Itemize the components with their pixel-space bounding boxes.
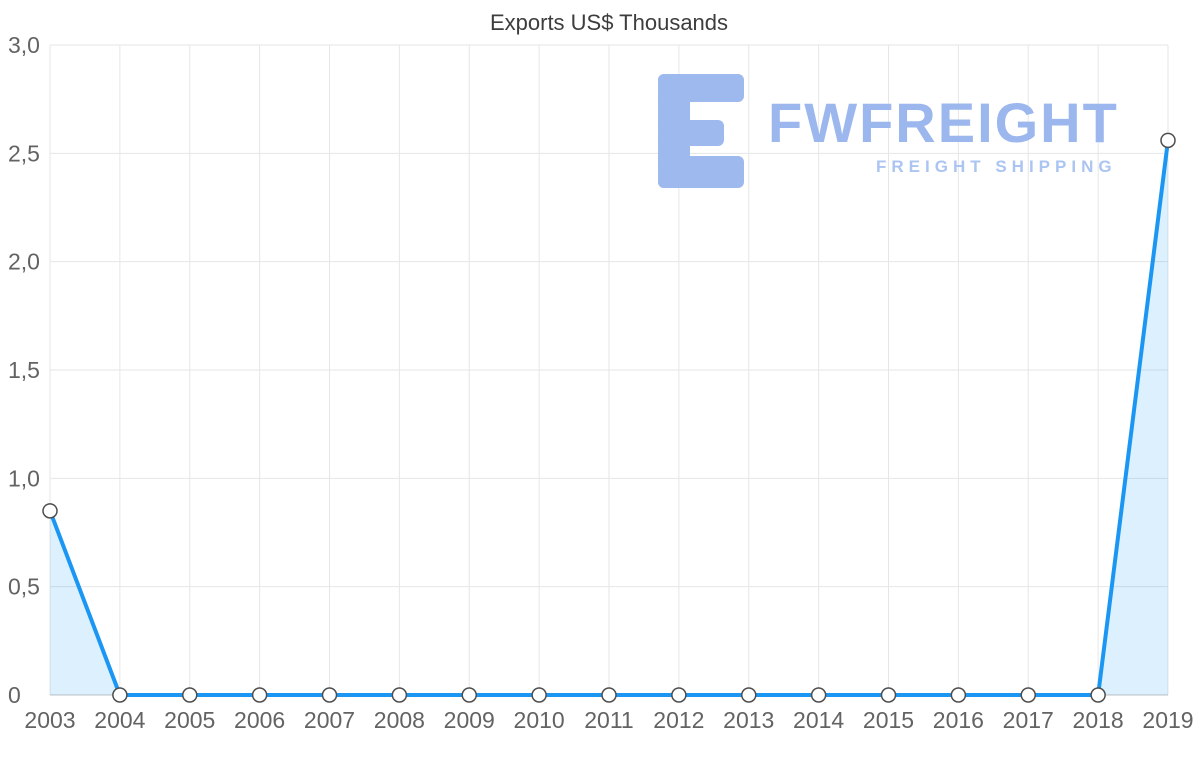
data-point-marker[interactable]: [1020, 687, 1036, 703]
y-axis-tick-label: 2,5: [8, 140, 40, 166]
x-axis-tick-label: 2009: [444, 707, 495, 733]
data-point-marker[interactable]: [1160, 132, 1176, 149]
y-axis-tick-label: 0: [8, 682, 21, 708]
x-axis-tick-label: 2007: [304, 707, 355, 733]
data-point-marker[interactable]: [182, 687, 198, 703]
x-axis-tick-label: 2006: [234, 707, 285, 733]
chart-title: Exports US$ Thousands: [490, 10, 728, 35]
x-axis-tick-label: 2012: [653, 707, 704, 733]
x-axis-tick-label: 2019: [1142, 707, 1193, 733]
data-point-marker[interactable]: [1090, 687, 1106, 703]
x-axis-tick-label: 2011: [584, 707, 633, 733]
data-point-marker[interactable]: [251, 687, 268, 703]
x-axis-tick-label: 2003: [24, 707, 75, 733]
brand-watermark: FWFREIGHT FREIGHT SHIPPING: [658, 74, 1119, 188]
x-axis-tick-label: 2017: [1003, 707, 1054, 733]
data-point-marker[interactable]: [950, 687, 967, 703]
x-axis-tick-label: 2016: [933, 707, 984, 733]
y-axis-tick-label: 3,0: [8, 32, 40, 58]
x-axis-tick-label: 2008: [374, 707, 425, 733]
x-axis-tick-label: 2005: [164, 707, 215, 733]
x-axis-tick-label: 2004: [94, 707, 145, 733]
y-axis-tick-label: 2,0: [8, 249, 40, 275]
x-axis-tick-label: 2015: [863, 707, 914, 733]
y-axis-tick-label: 0,5: [8, 574, 40, 600]
x-axis-tick-label: 2013: [723, 707, 774, 733]
axis-labels: 0 0,5 1,0 1,5 2,0 2,5 3,0 2003 2004 2005 2006 2007 2…: [8, 32, 1194, 733]
brand-logo-icon: [658, 74, 744, 188]
x-axis-tick-label: 2010: [514, 707, 565, 733]
data-point-marker[interactable]: [741, 687, 757, 703]
brand-name-text: FWFREIGHT: [768, 91, 1119, 154]
data-point-marker[interactable]: [112, 687, 128, 703]
data-point-marker[interactable]: [810, 687, 827, 703]
grid-lines: [49, 44, 1169, 696]
data-point-marker[interactable]: [321, 687, 338, 703]
data-point-marker[interactable]: [671, 687, 687, 703]
x-axis-tick-label: 2014: [793, 707, 844, 733]
data-point-marker[interactable]: [601, 687, 617, 703]
x-axis-tick-label: 2018: [1073, 707, 1124, 733]
y-axis-tick-label: 1,5: [8, 357, 40, 383]
y-axis-tick-label: 1,0: [8, 465, 40, 491]
data-point-marker[interactable]: [880, 687, 897, 703]
data-point-marker[interactable]: [391, 687, 408, 703]
series-layer: [42, 132, 1176, 703]
data-point-marker[interactable]: [461, 687, 477, 703]
data-point-marker[interactable]: [531, 687, 547, 703]
brand-tagline-text: FREIGHT SHIPPING: [876, 157, 1117, 176]
data-point-marker[interactable]: [42, 503, 58, 519]
